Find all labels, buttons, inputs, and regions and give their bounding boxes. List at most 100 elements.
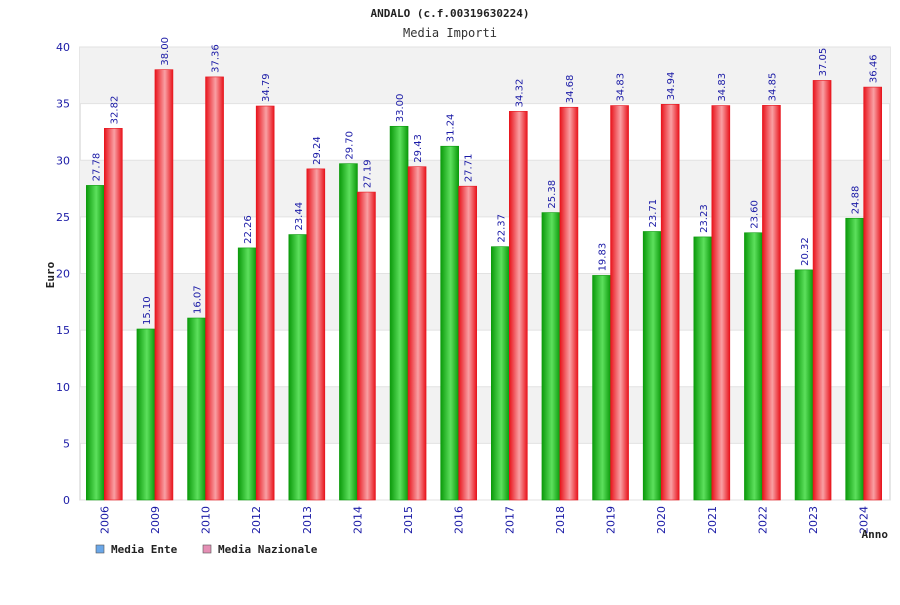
data-label: 25.38 — [547, 180, 558, 209]
data-label: 24.88 — [851, 186, 862, 215]
bar-media-nazionale — [509, 111, 528, 501]
data-label: 16.07 — [193, 285, 204, 314]
y-tick-label: 40 — [56, 41, 70, 54]
bar-media-ente — [187, 317, 206, 501]
bar-media-ente — [237, 247, 257, 501]
bar-media-ente — [86, 185, 105, 501]
data-label: 34.83 — [616, 73, 627, 102]
x-tick-label: 2020 — [655, 506, 668, 534]
x-tick-label: 2014 — [351, 506, 364, 534]
y-tick-label: 20 — [56, 268, 70, 281]
data-label: 33.00 — [395, 94, 406, 123]
bar-media-ente — [794, 269, 814, 501]
x-axis-label: Anno — [862, 528, 889, 541]
bar-media-nazionale — [205, 76, 224, 501]
data-label: 34.85 — [767, 73, 778, 102]
data-label: 29.70 — [344, 131, 355, 160]
data-label: 27.71 — [464, 154, 475, 183]
x-tick-label: 2006 — [98, 506, 111, 534]
bar-media-nazionale — [610, 105, 629, 501]
bar-media-nazionale — [559, 106, 579, 501]
data-label: 27.19 — [362, 159, 373, 188]
data-label: 23.44 — [294, 202, 305, 231]
bar-media-nazionale — [104, 128, 123, 501]
bar-media-ente — [744, 232, 763, 501]
y-tick-label: 0 — [63, 494, 70, 507]
data-label: 20.32 — [800, 237, 811, 266]
x-tick-label: 2015 — [402, 506, 415, 534]
data-label: 29.24 — [312, 136, 323, 165]
legend-label: Media Nazionale — [218, 543, 318, 556]
x-tick-label: 2022 — [756, 506, 769, 534]
x-tick-label: 2012 — [250, 506, 263, 534]
chart-subtitle: Media Importi — [403, 26, 497, 40]
bar-media-ente — [541, 212, 561, 501]
data-label: 27.78 — [91, 153, 102, 182]
bar-media-ente — [491, 246, 510, 501]
x-axis-ticks: 2006 2009 2010 2012 2013 2014 2015 2016 2017 2018… — [98, 506, 870, 534]
data-label: 37.36 — [211, 44, 222, 73]
bar-media-nazionale — [660, 104, 680, 501]
bar-media-nazionale — [357, 191, 376, 501]
y-tick-label: 30 — [56, 154, 70, 167]
y-axis-label: Euro — [44, 261, 57, 288]
data-label: 31.24 — [446, 114, 457, 143]
x-tick-label: 2021 — [706, 506, 719, 534]
data-label: 15.10 — [142, 296, 153, 325]
bar-media-nazionale — [762, 105, 781, 501]
y-tick-label: 5 — [63, 437, 70, 450]
bar-media-ente — [389, 125, 409, 501]
bar-media-nazionale — [812, 80, 832, 501]
data-label: 22.37 — [496, 214, 507, 243]
bar-media-ente — [440, 145, 459, 501]
x-tick-label: 2009 — [149, 506, 162, 534]
data-label: 23.60 — [749, 200, 760, 229]
bar-media-ente — [136, 328, 156, 501]
data-label: 19.83 — [598, 243, 609, 272]
bar-media-nazionale — [711, 105, 731, 501]
bar-media-nazionale — [863, 86, 882, 501]
data-label: 37.05 — [818, 48, 829, 77]
data-label: 38.00 — [160, 37, 171, 66]
data-label: 36.46 — [869, 54, 880, 83]
y-tick-label: 35 — [56, 98, 70, 111]
data-label: 29.43 — [413, 134, 424, 163]
data-label: 34.32 — [514, 79, 525, 108]
bar-media-ente — [642, 231, 662, 501]
bar-media-ente — [592, 275, 611, 501]
x-tick-label: 2013 — [301, 506, 314, 534]
x-tick-label: 2016 — [453, 506, 466, 534]
y-tick-label: 10 — [56, 381, 70, 394]
x-tick-label: 2023 — [807, 506, 820, 534]
data-label: 34.94 — [666, 72, 677, 101]
x-tick-label: 2018 — [554, 506, 567, 534]
y-axis-ticks: 0 5 10 15 20 25 30 35 40 — [56, 41, 70, 507]
bar-series: 27.78 32.82 15.10 38.00 16.07 37.36 22.26 34.79… — [86, 37, 882, 501]
bar-media-ente — [845, 217, 864, 501]
x-tick-label: 2017 — [503, 506, 516, 534]
legend-label: Media Ente — [111, 543, 178, 556]
legend: Media Ente Media Nazionale — [95, 543, 318, 556]
bar-media-nazionale — [154, 69, 174, 501]
data-label: 32.82 — [109, 96, 120, 125]
data-label: 34.68 — [565, 75, 576, 104]
bar-media-nazionale — [407, 166, 427, 501]
legend-swatch — [202, 544, 212, 554]
bar-media-nazionale — [255, 105, 275, 501]
bar-media-nazionale — [458, 185, 477, 501]
bar-media-nazionale — [306, 168, 326, 501]
chart-title: ANDALO (c.f.00319630224) — [371, 7, 530, 20]
data-label: 34.83 — [717, 73, 728, 102]
x-tick-label: 2019 — [605, 506, 618, 534]
x-tick-label: 2010 — [200, 506, 213, 534]
bar-media-ente — [288, 234, 308, 501]
data-label: 34.79 — [261, 73, 272, 102]
y-tick-label: 15 — [56, 324, 70, 337]
data-label: 23.71 — [648, 199, 659, 228]
data-label: 22.26 — [243, 215, 254, 244]
bar-media-ente — [693, 236, 713, 501]
x-tick-label: 2024 — [858, 506, 871, 534]
data-label: 23.23 — [699, 204, 710, 233]
legend-swatch — [95, 544, 105, 554]
